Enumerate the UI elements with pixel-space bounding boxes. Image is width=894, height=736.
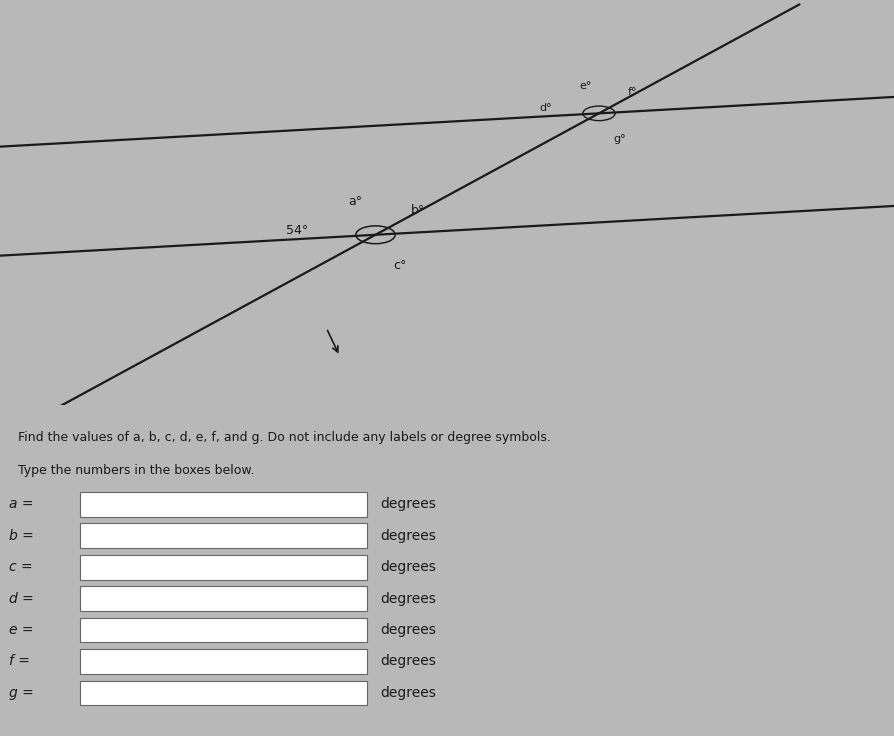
Text: Find the values of a, b, c, d, e, f, and g. Do not include any labels or degree : Find the values of a, b, c, d, e, f, and… [18,431,551,445]
Text: 54°: 54° [286,224,308,237]
Text: degrees: degrees [380,592,436,606]
FancyBboxPatch shape [80,586,367,611]
FancyBboxPatch shape [80,649,367,674]
Text: g =: g = [9,686,34,700]
Text: d =: d = [9,592,34,606]
Text: degrees: degrees [380,560,436,574]
Text: b°: b° [411,204,426,216]
Text: b =: b = [9,528,34,542]
Text: degrees: degrees [380,528,436,542]
Text: f =: f = [9,654,30,668]
FancyBboxPatch shape [80,681,367,705]
Text: e =: e = [9,623,33,637]
Text: degrees: degrees [380,623,436,637]
FancyBboxPatch shape [80,555,367,579]
Text: f°: f° [628,87,637,97]
Text: c =: c = [9,560,32,574]
FancyBboxPatch shape [80,492,367,517]
FancyBboxPatch shape [80,523,367,548]
Text: a =: a = [9,497,33,512]
Text: degrees: degrees [380,497,436,512]
Text: d°: d° [540,104,552,113]
Text: degrees: degrees [380,654,436,668]
Text: a°: a° [348,196,362,208]
Text: e°: e° [579,81,592,91]
Text: Type the numbers in the boxes below.: Type the numbers in the boxes below. [18,464,255,478]
Text: degrees: degrees [380,686,436,700]
Text: c°: c° [393,259,407,272]
FancyBboxPatch shape [80,618,367,643]
Text: g°: g° [613,135,626,144]
